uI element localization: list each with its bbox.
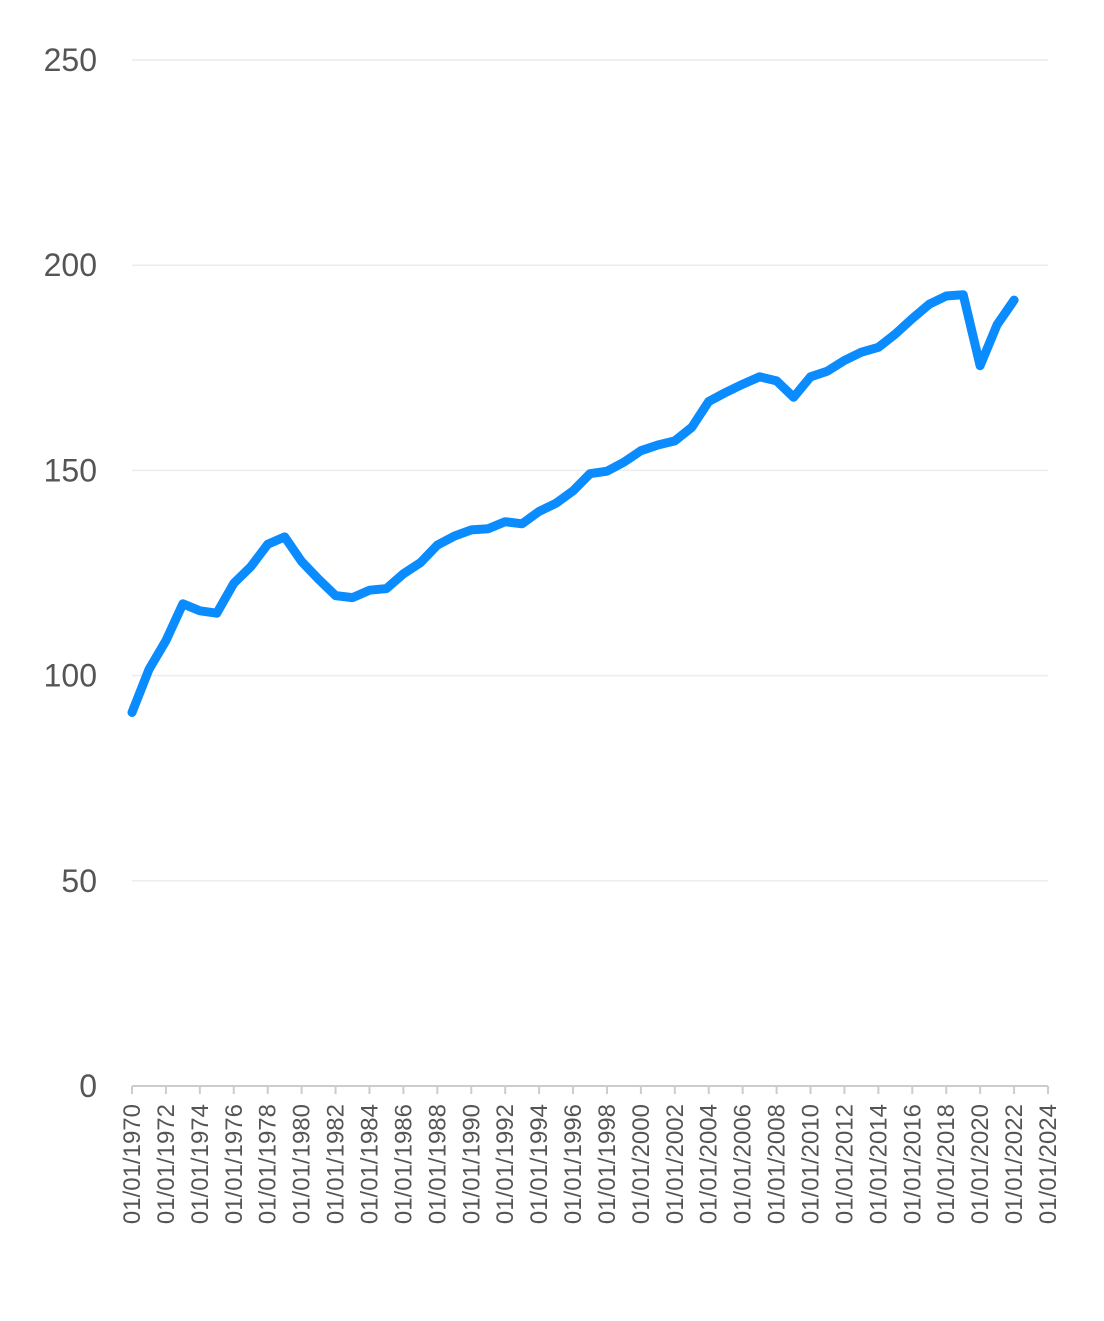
y-tick-label: 250 [44,42,97,78]
x-tick-label: 01/01/1992 [492,1104,519,1224]
x-tick-label: 01/01/1974 [187,1104,214,1224]
x-tick-label: 01/01/2010 [798,1104,825,1224]
x-tick-label: 01/01/1998 [594,1104,621,1224]
x-tick-label: 01/01/1988 [424,1104,451,1224]
x-tick-label: 01/01/1978 [255,1104,282,1224]
x-tick-label: 01/01/2014 [865,1104,892,1224]
y-tick-label: 50 [61,863,97,899]
x-tick-label: 01/01/1984 [356,1104,383,1224]
x-tick-label: 01/01/2004 [696,1104,723,1224]
x-tick-label: 01/01/1986 [390,1104,417,1224]
x-tick-label: 01/01/2024 [1035,1104,1062,1224]
series-layer [127,290,1019,717]
x-tick-label: 01/01/1996 [560,1104,587,1224]
y-tick-label: 150 [44,452,97,488]
series-line-0 [127,290,1019,717]
y-tick-label: 100 [44,658,97,694]
x-tick-label: 01/01/1970 [119,1104,146,1224]
x-tick-label: 01/01/1990 [458,1104,485,1224]
y-axis: 0 50 100 150 200 250 [44,42,97,1104]
x-tick-label: 01/01/2022 [1001,1104,1028,1224]
x-tick-label: 01/01/2002 [662,1104,689,1224]
y-tick-label: 0 [79,1068,97,1104]
x-tick-label: 01/01/1982 [323,1104,350,1224]
x-axis: 01/01/1970 01/01/1972 01/01/1974 01/01/1976… [119,1085,1062,1224]
x-tick-label: 01/01/1976 [221,1104,248,1224]
x-tick-label: 01/01/1972 [153,1104,180,1224]
x-tick-label: 01/01/1980 [289,1104,316,1224]
x-tick-label: 01/01/2020 [967,1104,994,1224]
x-tick-label: 01/01/2006 [730,1104,757,1224]
x-tick-label: 01/01/2008 [764,1104,791,1224]
x-tick-label: 01/01/2000 [628,1104,655,1224]
x-tick-label: 01/01/2016 [899,1104,926,1224]
x-tick-label: 01/01/1994 [526,1104,553,1224]
y-tick-label: 200 [44,247,97,283]
x-tick-label: 01/01/2012 [831,1104,858,1224]
x-tick-label: 01/01/2018 [933,1104,960,1224]
